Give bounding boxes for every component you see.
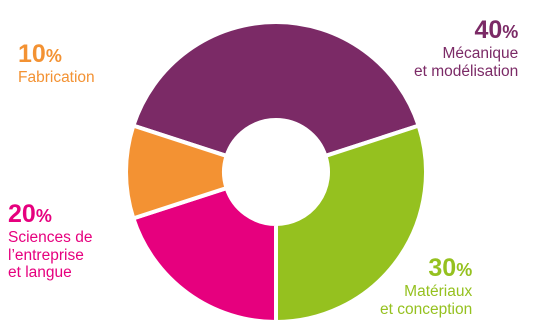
slice-percent: 10% (18, 40, 62, 68)
slice-name-line: l’entreprise (8, 246, 84, 264)
slice-label-mecanique: 40% Mécanique et modélisation (414, 16, 518, 80)
slice-materiaux (274, 123, 428, 324)
slice-sciences (131, 186, 278, 324)
slice-percent: 20% (8, 200, 52, 228)
slice-name-line: et conception (380, 300, 473, 318)
slice-name-line: Fabrication (18, 68, 95, 86)
slice-name-line: Matériaux (404, 282, 473, 300)
slice-percent: 40% (474, 16, 519, 44)
slice-label-fabrication: 10% Fabrication (18, 40, 95, 87)
slice-name-line: Sciences de (8, 228, 93, 246)
slice-name-line: et modélisation (414, 62, 519, 80)
slice-name-line: et langue (8, 264, 72, 282)
slice-fabrication (124, 123, 229, 221)
slice-percent: 30% (428, 254, 473, 282)
slice-name-line: Mécanique (442, 44, 519, 62)
slice-label-materiaux: 30% Matériaux et conception (380, 254, 472, 318)
slice-label-sciences: 20% Sciences de l’entreprise et langue (8, 200, 92, 282)
slice-mecanique (131, 20, 421, 158)
